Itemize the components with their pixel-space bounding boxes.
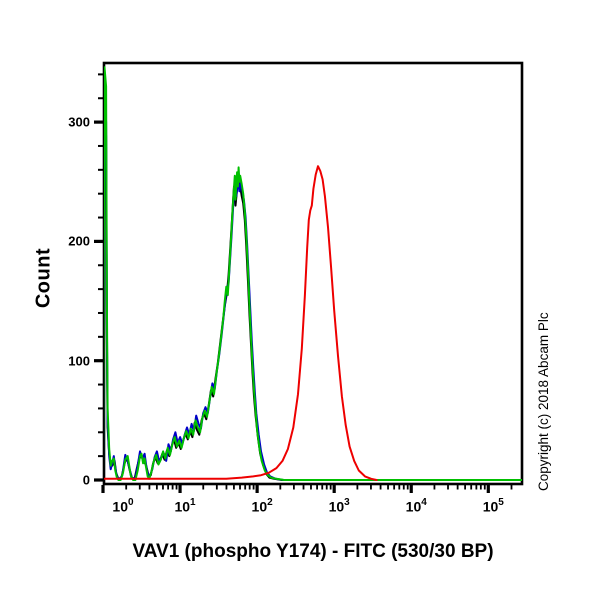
- y-tick-label: 0: [82, 472, 90, 488]
- red-curve: [104, 165, 378, 481]
- x-tick-label: 100: [112, 497, 134, 515]
- x-tick-label: 105: [482, 497, 504, 515]
- x-tick-label: 101: [174, 497, 196, 515]
- plot-border: [102, 61, 524, 486]
- green-curve: [104, 66, 522, 481]
- y-tick-label: 300: [68, 114, 90, 130]
- x-tick-label: 103: [328, 497, 350, 515]
- axis-ticks: [94, 73, 513, 493]
- x-tick-label: 102: [251, 497, 273, 515]
- y-tick-label: 200: [68, 233, 90, 249]
- y-axis-title: Count: [32, 247, 55, 309]
- blue-curve: [104, 94, 522, 481]
- x-tick-label: 104: [405, 497, 427, 515]
- x-axis-title: VAV1 (phospho Y174) - FITC (530/30 BP): [132, 541, 494, 562]
- y-tick-label: 100: [68, 353, 90, 369]
- copyright-text: Copyright (c) 2018 Abcam Plc: [536, 312, 551, 491]
- black-curve: [104, 106, 522, 481]
